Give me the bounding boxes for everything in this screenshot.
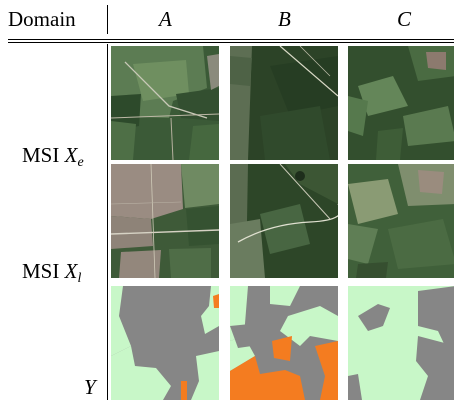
- label-map-domain-b: [230, 286, 338, 400]
- satellite-image-xl-domain-c: [348, 164, 454, 278]
- row-label-msi-xe: MSI Xe: [22, 143, 84, 170]
- header-rule: [8, 42, 454, 43]
- satellite-image-xe-domain-c: [348, 46, 454, 160]
- top-rule: [8, 39, 454, 40]
- column-header-a: A: [159, 7, 172, 31]
- header-divider: [107, 5, 108, 34]
- satellite-image-xl-domain-b: [230, 164, 338, 278]
- row-label-divider: [107, 44, 108, 400]
- satellite-image-xl-domain-a: [111, 164, 219, 278]
- satellite-image-xe-domain-a: [111, 46, 219, 160]
- column-header-b: B: [278, 7, 291, 31]
- label-map-domain-a: [111, 286, 219, 400]
- row-label-y: Y: [84, 375, 96, 399]
- column-header-c: C: [397, 7, 412, 31]
- row-label-msi-xl: MSI Xl: [22, 259, 82, 286]
- satellite-image-xe-domain-b: [230, 46, 338, 160]
- label-map-domain-c: [348, 286, 454, 400]
- header-domain-label: Domain: [8, 7, 76, 31]
